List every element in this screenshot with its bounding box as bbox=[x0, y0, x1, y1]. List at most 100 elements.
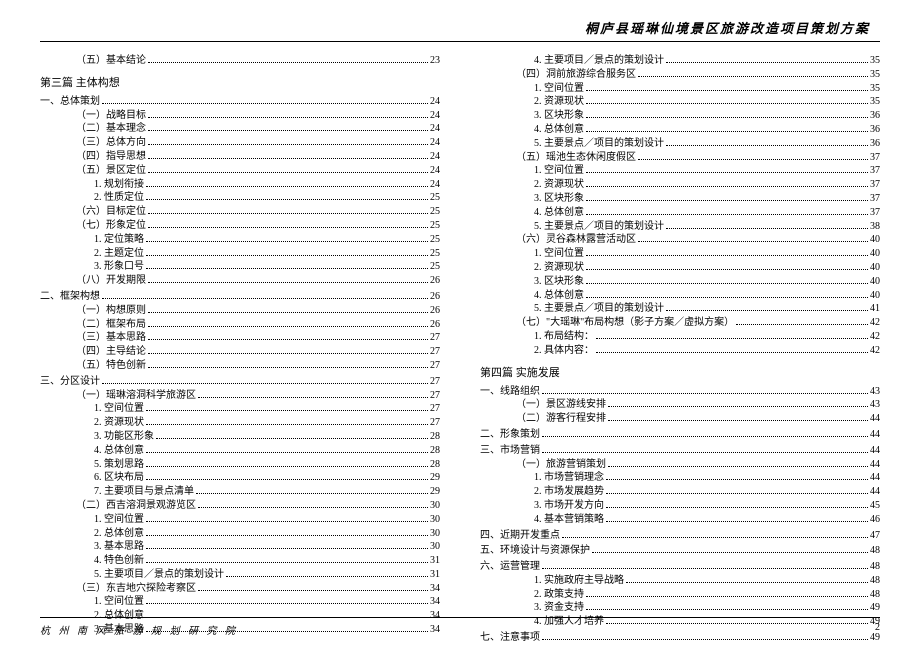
toc-leader bbox=[586, 117, 868, 118]
toc-label: 3. 区块形象 bbox=[534, 275, 584, 289]
toc-label: 1. 布局结构： bbox=[534, 330, 594, 344]
toc-label: 1. 市场营销理念 bbox=[534, 471, 604, 485]
toc-leader bbox=[592, 552, 868, 553]
toc-label: （二）框架布局 bbox=[76, 318, 146, 332]
toc-label: 1. 空间位置 bbox=[534, 247, 584, 261]
toc-page: 24 bbox=[430, 164, 440, 178]
toc-leader bbox=[148, 144, 428, 145]
toc-leader bbox=[542, 452, 868, 453]
toc-entry: 4. 总体创意37 bbox=[480, 206, 880, 220]
toc-entry: （一）战略目标24 bbox=[40, 109, 440, 123]
toc-entry: 2. 市场发展趋势44 bbox=[480, 485, 880, 499]
toc-page: 37 bbox=[870, 192, 880, 206]
toc-label: 一、线路组织 bbox=[480, 385, 540, 399]
toc-entry: 3. 区块形象 40 bbox=[480, 275, 880, 289]
toc-entry: 三、市场营销44 bbox=[480, 444, 880, 458]
toc-label: 4. 主要项目／景点的策划设计 bbox=[534, 54, 664, 68]
toc-entry: 5. 主要景点／项目的策划设计38 bbox=[480, 220, 880, 234]
toc-leader bbox=[146, 452, 428, 453]
toc-label: 2. 主题定位 bbox=[94, 247, 144, 261]
toc-entry: （七）形象定位25 bbox=[40, 219, 440, 233]
toc-entry: 2. 具体内容：42 bbox=[480, 344, 880, 358]
toc-label: 一、总体策划 bbox=[40, 95, 100, 109]
toc-entry: 一、线路组织43 bbox=[480, 385, 880, 399]
toc-entry: 六、运营管理48 bbox=[480, 560, 880, 574]
toc-leader bbox=[666, 62, 868, 63]
toc-label: （四）指导思想 bbox=[76, 150, 146, 164]
toc-leader bbox=[606, 521, 868, 522]
toc-entry: 一、总体策划24 bbox=[40, 95, 440, 109]
toc-entry: 1. 空间位置27 bbox=[40, 402, 440, 416]
toc-leader bbox=[226, 576, 428, 577]
toc-label: （一）景区游线安排 bbox=[516, 398, 606, 412]
toc-page: 29 bbox=[430, 485, 440, 499]
toc-page: 40 bbox=[870, 275, 880, 289]
toc-page: 35 bbox=[870, 82, 880, 96]
toc-label: （三）基本思路 bbox=[76, 331, 146, 345]
toc-leader bbox=[198, 507, 428, 508]
toc-label: 1. 规划衔接 bbox=[94, 178, 144, 192]
toc-leader bbox=[102, 298, 428, 299]
toc-leader bbox=[146, 466, 428, 467]
toc-leader bbox=[586, 186, 868, 187]
toc-label: 3. 区块形象 bbox=[534, 192, 584, 206]
toc-page: 30 bbox=[430, 513, 440, 527]
toc-leader bbox=[148, 158, 428, 159]
toc-entry: 二、形象策划44 bbox=[480, 428, 880, 442]
toc-label: 1. 实施政府主导战略 bbox=[534, 574, 624, 588]
toc-entry: （二）西吉溶洞景观游览区30 bbox=[40, 499, 440, 513]
toc-page: 48 bbox=[870, 574, 880, 588]
toc-page: 24 bbox=[430, 109, 440, 123]
toc-label: 2. 政策支持 bbox=[534, 588, 584, 602]
toc-entry: 4. 总体创意40 bbox=[480, 289, 880, 303]
toc-leader bbox=[146, 603, 428, 604]
toc-page: 37 bbox=[870, 151, 880, 165]
toc-entry: （一）构想原则26 bbox=[40, 304, 440, 318]
toc-entry: 7. 主要项目与景点清单29 bbox=[40, 485, 440, 499]
toc-label: （二）基本理念 bbox=[76, 122, 146, 136]
toc-leader bbox=[148, 339, 428, 340]
toc-page: 36 bbox=[870, 109, 880, 123]
toc-label: 4. 总体创意 bbox=[534, 289, 584, 303]
toc-entry: 2. 资源现状27 bbox=[40, 416, 440, 430]
toc-leader bbox=[148, 367, 428, 368]
toc-label: （二）游客行程安排 bbox=[516, 412, 606, 426]
toc-page: 45 bbox=[870, 499, 880, 513]
toc-entry: 1. 布局结构：42 bbox=[480, 330, 880, 344]
toc-page: 44 bbox=[870, 412, 880, 426]
toc-label: （七）"大瑶琳"布局构想（影子方案／虚拟方案） bbox=[516, 316, 734, 330]
toc-label: （二）西吉溶洞景观游览区 bbox=[76, 499, 196, 513]
toc-label: （六）灵谷森林露营活动区 bbox=[516, 233, 636, 247]
toc-label: 2. 资源现状 bbox=[94, 416, 144, 430]
toc-entry: 四、近期开发重点47 bbox=[480, 529, 880, 543]
toc-entry: （四）洞前旅游综合服务区35 bbox=[480, 68, 880, 82]
toc-label: （一）构想原则 bbox=[76, 304, 146, 318]
toc-label: 1. 空间位置 bbox=[94, 595, 144, 609]
toc-label: 2. 市场发展趋势 bbox=[534, 485, 604, 499]
toc-leader bbox=[148, 130, 428, 131]
toc-leader bbox=[146, 479, 428, 480]
toc-leader bbox=[146, 535, 428, 536]
toc-leader bbox=[596, 338, 868, 339]
toc-page: 35 bbox=[870, 68, 880, 82]
toc-leader bbox=[606, 507, 868, 508]
toc-page: 38 bbox=[870, 220, 880, 234]
toc-leader bbox=[596, 352, 868, 353]
toc-leader bbox=[586, 269, 868, 270]
toc-page: 42 bbox=[870, 316, 880, 330]
toc-leader bbox=[666, 310, 868, 311]
toc-page: 34 bbox=[430, 582, 440, 596]
toc-page: 40 bbox=[870, 261, 880, 275]
toc-leader bbox=[196, 493, 428, 494]
toc-leader bbox=[666, 145, 868, 146]
toc-entry: （四）主导结论27 bbox=[40, 345, 440, 359]
toc-leader bbox=[638, 159, 868, 160]
toc-page: 27 bbox=[430, 389, 440, 403]
toc-label: （四）主导结论 bbox=[76, 345, 146, 359]
toc-leader bbox=[586, 172, 868, 173]
toc-leader bbox=[156, 438, 428, 439]
toc-entry: 1. 空间位置40 bbox=[480, 247, 880, 261]
toc-entry: 1. 实施政府主导战略 48 bbox=[480, 574, 880, 588]
toc-page: 44 bbox=[870, 428, 880, 442]
toc-entry: 5. 主要景点／项目的策划设计36 bbox=[480, 137, 880, 151]
